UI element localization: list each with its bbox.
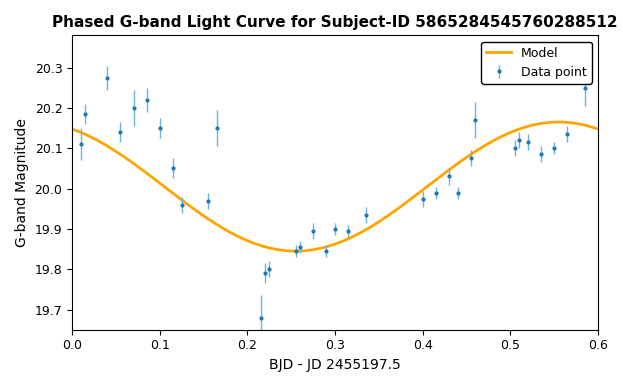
Line: Model: Model xyxy=(72,122,598,251)
Model xyxy=(555,120,563,124)
Model xyxy=(122,156,130,160)
Legend: Model, Data point: Model, Data point xyxy=(481,41,592,84)
Model xyxy=(292,249,300,253)
Model xyxy=(281,248,288,253)
Model xyxy=(594,127,602,132)
Model xyxy=(488,139,496,144)
Model xyxy=(479,144,487,149)
Model xyxy=(69,127,76,132)
Model xyxy=(300,248,308,253)
Model xyxy=(430,179,437,184)
Title: Phased G-band Light Curve for Subject-ID 5865284545760288512: Phased G-band Light Curve for Subject-ID… xyxy=(52,15,618,30)
X-axis label: BJD - JD 2455197.5: BJD - JD 2455197.5 xyxy=(269,358,401,372)
Y-axis label: G-band Magnitude: G-band Magnitude xyxy=(15,118,29,247)
